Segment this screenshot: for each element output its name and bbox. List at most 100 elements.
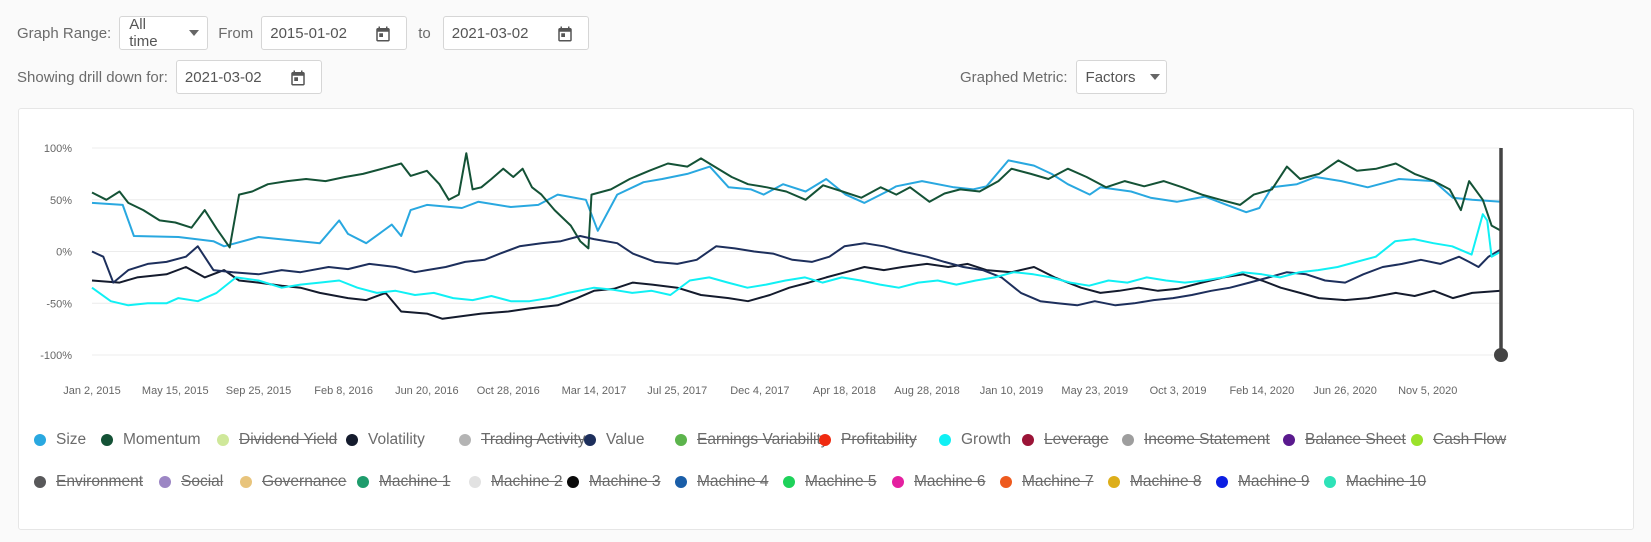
x-tick-label: Feb 8, 2016: [314, 385, 373, 397]
legend-item-balance-sheet[interactable]: Balance Sheet: [1283, 431, 1406, 449]
legend-item-label: Machine 8: [1130, 473, 1202, 490]
calendar-icon[interactable]: [556, 25, 574, 43]
legend-dot-icon: [1108, 476, 1120, 488]
legend-item-machine-3[interactable]: Machine 3: [567, 473, 661, 491]
legend-item-label: Machine 3: [589, 473, 661, 490]
chevron-down-icon: [189, 30, 200, 36]
legend-item-label: Machine 9: [1238, 473, 1310, 490]
series-line-size[interactable]: [91, 159, 1502, 248]
legend-item-profitability[interactable]: Profitability: [819, 431, 917, 449]
legend-item-label: Environment: [56, 473, 144, 490]
legend-item-momentum[interactable]: Momentum: [101, 431, 201, 449]
legend-item-value[interactable]: Value: [584, 431, 645, 449]
legend-item-trading-activity[interactable]: Trading Activity: [459, 431, 586, 449]
x-tick-label: May 15, 2015: [142, 385, 209, 397]
x-tick-label: Feb 14, 2020: [1229, 385, 1294, 397]
x-tick-label: Dec 4, 2017: [730, 385, 789, 397]
legend-item-label: Cash Flow: [1433, 431, 1507, 448]
legend-item-label: Machine 7: [1022, 473, 1094, 490]
legend-item-label: Leverage: [1044, 431, 1109, 448]
legend-item-machine-5[interactable]: Machine 5: [783, 473, 877, 491]
graph-range-row: Graph Range: All time From 2015-01-02 to…: [17, 16, 589, 50]
legend-item-environment[interactable]: Environment: [34, 473, 143, 491]
graphed-metric-value: Factors: [1085, 68, 1136, 86]
x-tick-label: Apr 18, 2018: [813, 385, 876, 397]
legend-item-label: Growth: [961, 431, 1011, 448]
legend-dot-icon: [159, 476, 171, 488]
legend-dot-icon: [34, 476, 46, 488]
legend-item-volatility[interactable]: Volatility: [346, 431, 425, 449]
legend-item-label: Machine 10: [1346, 473, 1427, 490]
legend-item-label: Size: [56, 431, 87, 448]
drill-date-value: 2021-03-02: [184, 68, 262, 86]
legend-item-machine-1[interactable]: Machine 1: [357, 473, 451, 491]
legend-item-machine-4[interactable]: Machine 4: [675, 473, 769, 491]
to-date-input[interactable]: 2021-03-02: [442, 16, 589, 50]
to-date-value: 2021-03-02: [451, 24, 529, 42]
series-line-value[interactable]: [91, 235, 1502, 307]
legend-dot-icon: [346, 434, 358, 446]
legend-dot-icon: [101, 434, 113, 446]
legend-item-machine-10[interactable]: Machine 10: [1324, 473, 1426, 491]
legend-item-governance[interactable]: Governance: [240, 473, 346, 491]
calendar-icon[interactable]: [289, 69, 307, 87]
x-tick-label: Jun 26, 2020: [1313, 385, 1377, 397]
graph-range-label: Graph Range:: [17, 24, 112, 42]
series-line-growth[interactable]: [91, 213, 1502, 307]
legend-item-machine-6[interactable]: Machine 6: [892, 473, 986, 491]
y-tick-label: 50%: [50, 195, 72, 207]
legend-item-income-statement[interactable]: Income Statement: [1122, 431, 1270, 449]
drill-cursor-handle[interactable]: [1494, 348, 1508, 362]
from-date-input[interactable]: 2015-01-02: [261, 16, 408, 50]
x-tick-label: Jan 10, 2019: [980, 385, 1044, 397]
drill-date-input[interactable]: 2021-03-02: [175, 60, 322, 94]
legend-dot-icon: [357, 476, 369, 488]
legend-dot-icon: [567, 476, 579, 488]
legend-dot-icon: [939, 434, 951, 446]
graphed-metric-select[interactable]: Factors: [1075, 60, 1167, 94]
line-chart[interactable]: 100% 50% 0% -50% -100% Jan 2, 2015 May 15, 20…: [19, 109, 1633, 409]
legend-item-cash-flow[interactable]: Cash Flow: [1411, 431, 1506, 449]
x-tick-label: Aug 28, 2018: [894, 385, 959, 397]
legend-dot-icon: [1216, 476, 1228, 488]
legend-dot-icon: [34, 434, 46, 446]
legend-dot-icon: [892, 476, 904, 488]
y-tick-label: -100%: [40, 350, 72, 362]
to-label: to: [418, 24, 431, 42]
legend-item-social[interactable]: Social: [159, 473, 223, 491]
legend-dot-icon: [1122, 434, 1134, 446]
chevron-down-icon: [1149, 74, 1160, 80]
calendar-icon[interactable]: [374, 25, 392, 43]
legend-item-machine-7[interactable]: Machine 7: [1000, 473, 1094, 491]
x-tick-label: Jan 2, 2015: [63, 385, 121, 397]
legend-item-machine-2[interactable]: Machine 2: [469, 473, 563, 491]
legend-dot-icon: [675, 476, 687, 488]
legend-item-size[interactable]: Size: [34, 431, 86, 449]
legend-item-earnings-variability[interactable]: Earnings Variability: [675, 431, 829, 449]
legend-dot-icon: [1324, 476, 1336, 488]
legend-item-label: Balance Sheet: [1305, 431, 1406, 448]
legend-item-label: Governance: [262, 473, 347, 490]
legend-item-label: Machine 4: [697, 473, 769, 490]
legend-item-machine-8[interactable]: Machine 8: [1108, 473, 1202, 491]
drill-down-label: Showing drill down for:: [17, 68, 168, 86]
from-label: From: [218, 24, 254, 42]
legend-item-label: Value: [606, 431, 645, 448]
legend-item-dividend-yield[interactable]: Dividend Yield: [217, 431, 337, 449]
legend-dot-icon: [1000, 476, 1012, 488]
graph-range-value: All time: [129, 16, 158, 50]
x-tick-label: Jun 20, 2016: [395, 385, 459, 397]
legend-dot-icon: [584, 434, 596, 446]
legend-item-leverage[interactable]: Leverage: [1022, 431, 1109, 449]
graph-range-select[interactable]: All time: [119, 16, 209, 50]
legend-dot-icon: [1022, 434, 1034, 446]
legend-dot-icon: [459, 434, 471, 446]
legend-item-growth[interactable]: Growth: [939, 431, 1011, 449]
legend-item-label: Machine 1: [379, 473, 451, 490]
x-tick-label: Sep 25, 2015: [226, 385, 291, 397]
legend-item-machine-9[interactable]: Machine 9: [1216, 473, 1310, 491]
from-date-value: 2015-01-02: [270, 24, 347, 42]
series-line-momentum[interactable]: [91, 152, 1502, 250]
legend-dot-icon: [217, 434, 229, 446]
x-tick-label: May 23, 2019: [1061, 385, 1128, 397]
